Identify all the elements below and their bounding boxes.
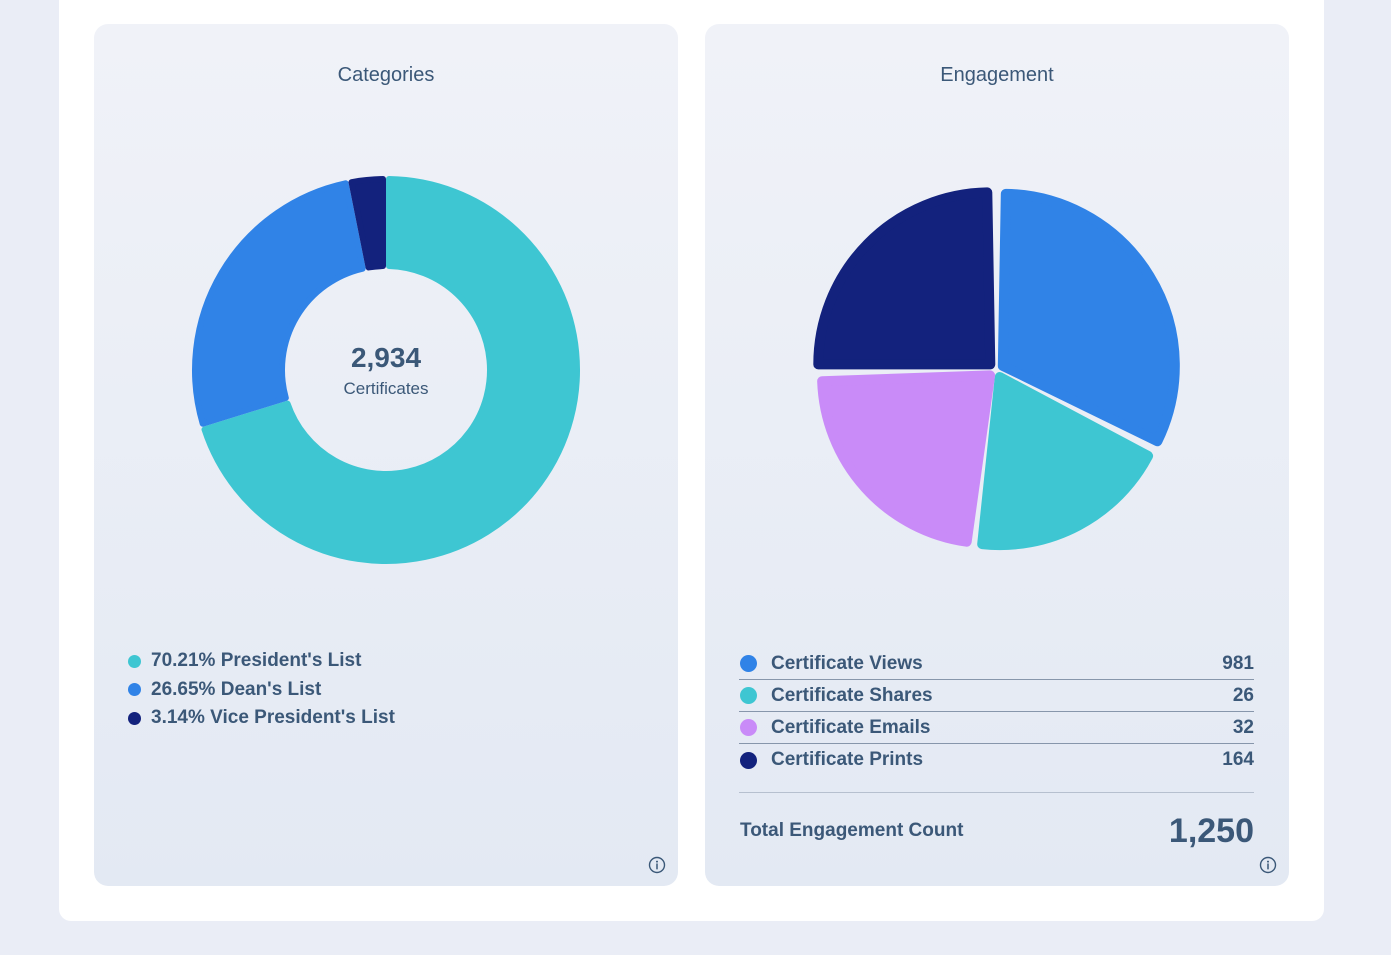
engagement-row-value: 32 <box>1232 716 1254 738</box>
engagement-row-views: Certificate Views 981 <box>739 648 1254 680</box>
info-icon[interactable] <box>1259 856 1277 874</box>
donut-slice-vice-president-s-list[interactable] <box>348 176 386 271</box>
legend-item-presidents-list: 70.21% President's List <box>128 647 395 676</box>
legend-dot <box>128 654 141 668</box>
categories-card: Categories 2,934 Certificates 70.21% Pre… <box>94 24 678 886</box>
info-icon[interactable] <box>648 856 666 874</box>
engagement-row-label: Certificate Prints <box>771 749 924 770</box>
engagement-card: Engagement Certificate Views 981 Certifi… <box>705 24 1289 886</box>
total-engagement-value: 1,250 <box>1168 812 1254 850</box>
legend-dot <box>128 711 141 725</box>
donut-slice-president-s-list[interactable] <box>201 176 580 564</box>
total-engagement-label: Total Engagement Count <box>740 820 964 841</box>
legend-dot <box>740 687 757 704</box>
engagement-row-value: 981 <box>1222 652 1254 674</box>
engagement-row-value: 26 <box>1232 684 1254 706</box>
engagement-pie-chart <box>813 187 1180 551</box>
legend-label: 26.65% Dean's List <box>151 678 322 700</box>
donut-slice-dean-s-list[interactable] <box>192 180 366 427</box>
engagement-row-shares: Certificate Shares 26 <box>739 680 1254 712</box>
engagement-row-label: Certificate Shares <box>771 684 933 706</box>
categories-title: Categories <box>337 64 435 86</box>
legend-item-deans-list: 26.65% Dean's List <box>128 676 395 705</box>
legend-item-vice-presidents-list: 3.14% Vice President's List <box>128 704 395 733</box>
engagement-legend: Certificate Views 981 Certificate Shares… <box>739 648 1254 776</box>
pie-slice-certificate-views[interactable] <box>997 188 1180 447</box>
pie-slice-certificate-shares[interactable] <box>977 372 1154 551</box>
legend-label: 3.14% Vice President's List <box>151 707 395 729</box>
engagement-row-emails: Certificate Emails 32 <box>739 712 1254 744</box>
categories-donut-chart <box>192 176 580 564</box>
donut-center-label: Certificates <box>343 379 429 398</box>
engagement-title: Engagement <box>940 64 1054 86</box>
engagement-row-label: Certificate Emails <box>771 716 931 738</box>
legend-dot <box>740 719 757 736</box>
donut-center-value: 2,934 <box>350 342 422 373</box>
engagement-row-value: 164 <box>1222 749 1254 770</box>
categories-legend: 70.21% President's List 26.65% Dean's Li… <box>128 647 395 733</box>
engagement-row-label: Certificate Views <box>771 652 923 674</box>
legend-dot <box>740 655 757 672</box>
legend-dot <box>740 751 757 769</box>
pie-slice-certificate-prints[interactable] <box>813 187 996 370</box>
pie-slice-certificate-emails[interactable] <box>817 370 996 547</box>
total-divider <box>739 792 1254 793</box>
engagement-row-prints: Certificate Prints 164 <box>739 744 1254 776</box>
legend-dot <box>128 683 141 697</box>
legend-label: 70.21% President's List <box>151 650 362 672</box>
